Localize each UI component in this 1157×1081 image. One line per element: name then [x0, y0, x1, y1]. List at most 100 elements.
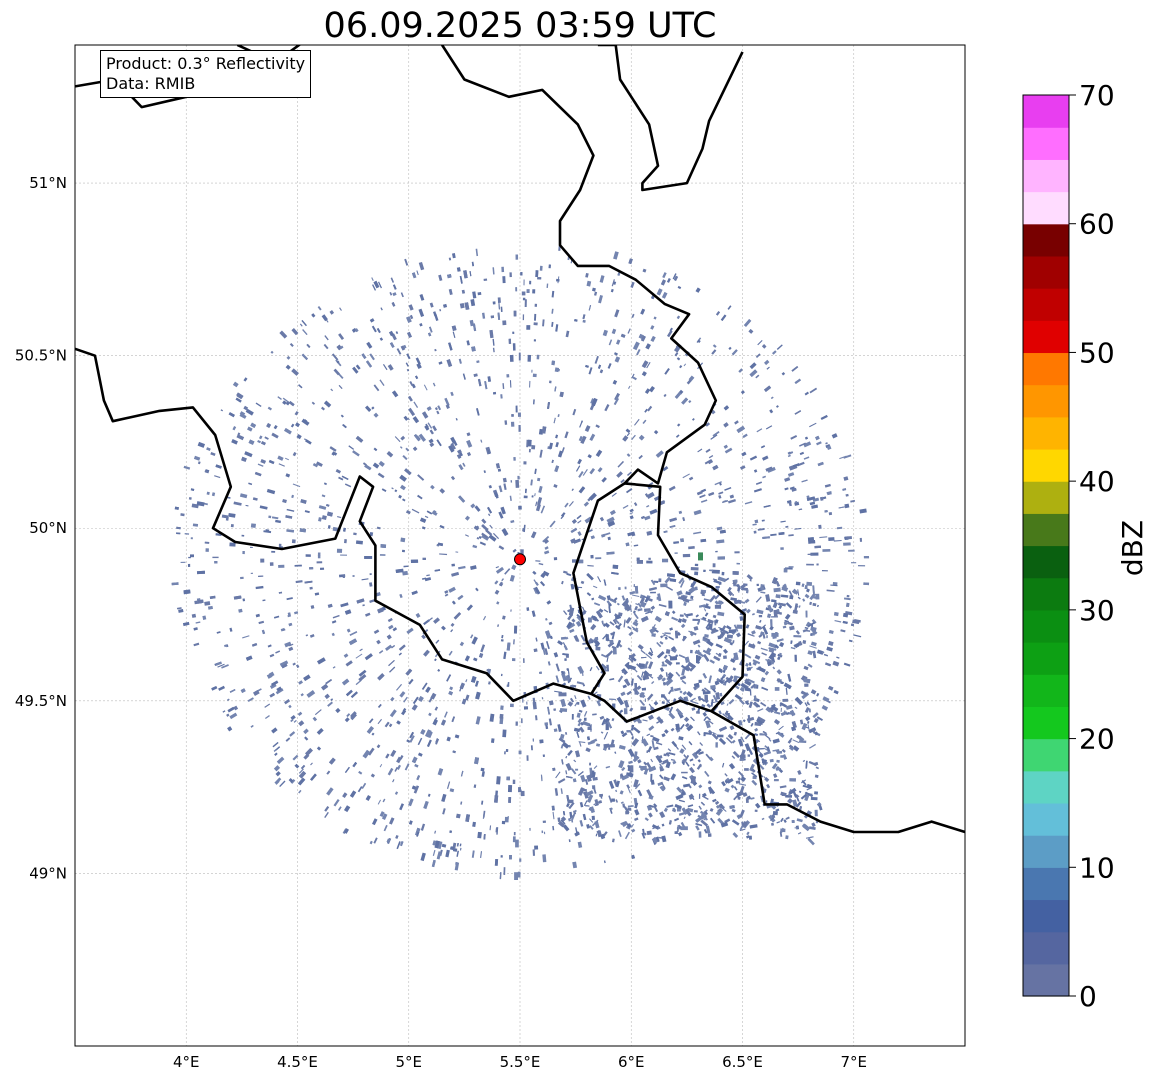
echo-pixel — [734, 693, 743, 701]
echo-pixel — [754, 732, 759, 737]
echo-pixel — [698, 831, 702, 838]
echo-pixel — [717, 734, 724, 738]
echo-pixel — [438, 361, 443, 365]
echo-pixel — [561, 673, 568, 682]
echo-pixel — [608, 747, 611, 750]
echo-pixel — [555, 441, 559, 448]
echo-pixel — [331, 353, 339, 361]
echo-pixel — [513, 625, 518, 634]
echo-pixel — [305, 439, 312, 445]
echo-pixel — [377, 472, 385, 479]
echo-pixel — [669, 578, 677, 583]
echo-pixel — [276, 686, 282, 692]
echo-pixel — [411, 508, 420, 514]
echo-pixel — [794, 603, 799, 612]
echo-pixel — [405, 362, 409, 367]
echo-pixel — [656, 755, 663, 760]
echo-pixel — [703, 608, 707, 612]
echo-pixel — [503, 867, 506, 875]
echo-pixel — [587, 695, 591, 700]
echo-pixel — [512, 836, 516, 843]
echo-pixel — [664, 658, 673, 666]
echo-pixel — [304, 510, 310, 514]
echo-pixel — [526, 755, 529, 761]
echo-pixel — [606, 664, 610, 672]
echo-pixel — [711, 569, 720, 574]
echo-pixel — [698, 784, 703, 789]
echo-pixel — [630, 724, 635, 731]
echo-pixel — [278, 564, 285, 568]
echo-pixel — [451, 571, 460, 577]
echo-pixel — [492, 532, 500, 540]
echo-pixel — [396, 841, 401, 850]
echo-pixel — [335, 468, 342, 474]
echo-pixel — [766, 658, 775, 665]
echo-pixel — [592, 287, 596, 292]
echo-pixel — [677, 831, 683, 837]
colorbar-block — [1023, 384, 1069, 418]
echo-pixel — [399, 446, 403, 449]
echo-pixel — [618, 830, 622, 838]
echo-pixel — [382, 363, 388, 371]
echo-pixel — [295, 580, 303, 584]
echo-pixel — [578, 741, 586, 744]
echo-pixel — [843, 454, 852, 459]
echo-pixel — [317, 305, 322, 311]
echo-pixel — [285, 400, 291, 406]
echo-pixel — [429, 302, 434, 308]
echo-pixel — [488, 534, 497, 542]
echo-pixel — [662, 558, 669, 563]
echo-pixel — [420, 823, 426, 831]
echo-pixel — [232, 381, 239, 388]
echo-pixel — [394, 436, 401, 443]
echo-pixel — [632, 341, 640, 351]
echo-pixel — [765, 658, 770, 662]
echo-pixel — [648, 812, 653, 818]
echo-pixel — [449, 686, 454, 691]
echo-pixel — [653, 429, 659, 435]
echo-pixel — [619, 790, 624, 795]
echo-pixel — [380, 307, 383, 311]
echo-pixel — [415, 357, 421, 365]
echo-pixel — [373, 384, 380, 392]
echo-pixel — [464, 515, 470, 521]
echo-pixel — [207, 605, 213, 610]
echo-pixel — [462, 462, 466, 467]
echo-pixel — [560, 636, 567, 640]
echo-pixel — [545, 641, 550, 650]
echo-pixel — [498, 511, 504, 519]
echo-pixel — [728, 762, 736, 770]
echo-pixel — [661, 291, 668, 299]
echo-pixel — [627, 807, 632, 811]
echo-pixel — [580, 634, 586, 642]
echo-pixel — [795, 581, 801, 586]
echo-pixel — [526, 325, 531, 330]
echo-pixel — [229, 542, 236, 547]
echo-pixel — [700, 499, 708, 503]
echo-pixel — [739, 809, 745, 818]
colorbar-block — [1023, 802, 1069, 836]
echo-pixel — [552, 811, 555, 820]
echo-pixel — [398, 494, 402, 499]
echo-pixel — [668, 712, 676, 720]
echo-pixel — [583, 710, 588, 717]
echo-pixel — [679, 748, 685, 754]
echo-pixel — [221, 664, 229, 669]
echo-pixel — [724, 486, 732, 491]
echo-pixel — [614, 392, 620, 401]
echo-pixel — [577, 520, 582, 524]
echo-pixel — [737, 796, 741, 800]
echo-pixel — [646, 560, 653, 564]
echo-pixel — [276, 756, 285, 765]
echo-pixel — [573, 759, 577, 763]
echo-pixel — [342, 424, 347, 428]
colorbar-block — [1023, 352, 1069, 386]
echo-pixel — [577, 770, 584, 777]
echo-pixel — [515, 479, 520, 488]
echo-pixel — [676, 786, 683, 793]
echo-pixel — [666, 804, 674, 808]
echo-pixel — [434, 313, 439, 322]
colorbar-block — [1023, 416, 1069, 450]
echo-pixel — [277, 455, 284, 461]
echo-pixel — [683, 716, 690, 723]
